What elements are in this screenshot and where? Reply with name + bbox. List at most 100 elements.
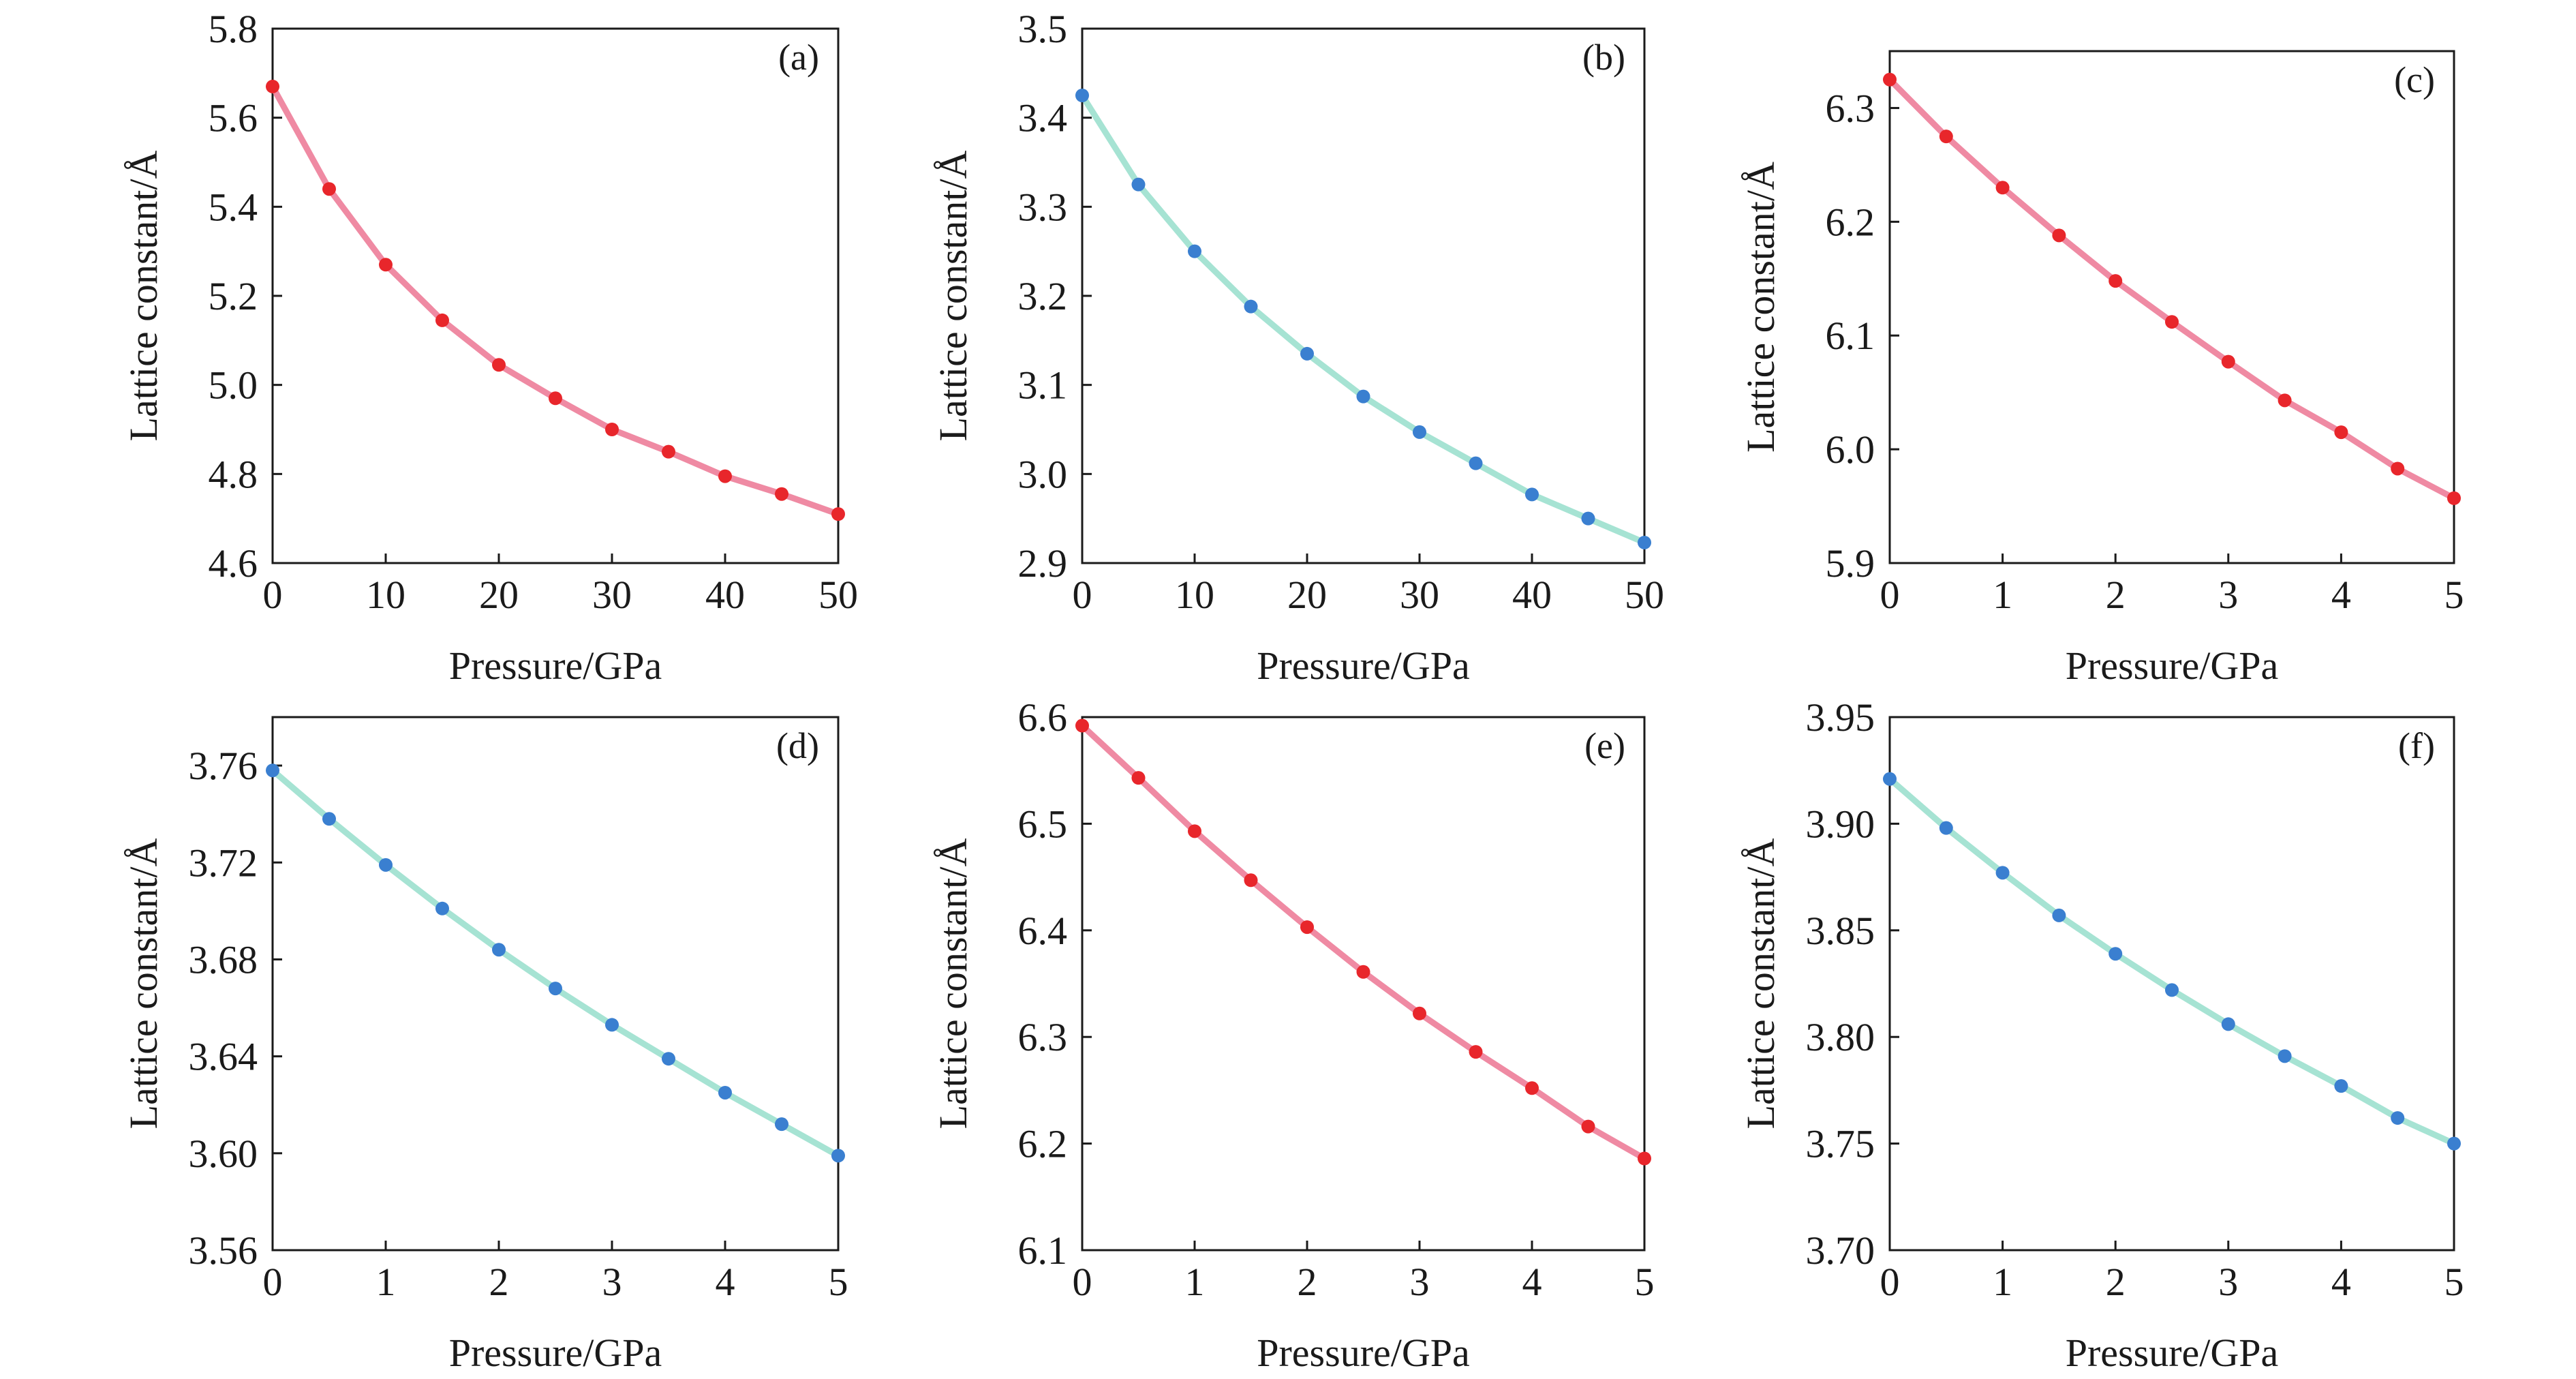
data-point: [718, 1085, 732, 1100]
x-tick-label: 4: [716, 1260, 735, 1304]
data-point: [662, 1052, 675, 1066]
x-tick-label: 4: [2331, 1260, 2351, 1304]
x-axis-title: Pressure/GPa: [1257, 643, 1470, 688]
data-point: [2052, 228, 2066, 243]
y-tick-label: 3.75: [1806, 1122, 1875, 1166]
data-point: [1638, 1151, 1651, 1166]
x-tick-label: 1: [1185, 1260, 1205, 1304]
chart-panel-1: 0 10 20 30 40 50 4.6 4.8 5.0 5.2 5.4 5.6 5.8 Pressure…: [121, 7, 858, 688]
data-point: [1525, 487, 1539, 502]
x-tick-label: 3: [1410, 1260, 1430, 1304]
data-point: [1939, 821, 1953, 835]
plot-frame: [271, 716, 840, 1252]
x-tick-label: 0: [1073, 1260, 1092, 1304]
x-tick-label: 2: [489, 1260, 509, 1304]
x-tick-label: 0: [1073, 573, 1092, 617]
chart-panel-5: 0 1 2 3 4 5 6.1 6.2 6.3 6.4 6.5 6.6 Pressure/GPa Latt…: [931, 695, 1655, 1375]
data-point: [1188, 244, 1201, 258]
plot-frame: [1888, 716, 2455, 1252]
data-point: [1413, 1006, 1426, 1020]
x-tick-label: 50: [818, 573, 858, 617]
data-point: [1883, 72, 1897, 87]
y-tick-label: 3.4: [1018, 96, 1068, 140]
data-point: [2221, 1017, 2235, 1031]
y-tick-label: 3.95: [1806, 695, 1875, 740]
y-tick-label: 6.5: [1018, 802, 1068, 846]
series-line: [269, 83, 842, 517]
chart-panel-6: 0 1 2 3 4 5 3.70 3.75 3.80 3.85 3.90 3.95 Pressure/G…: [1738, 695, 2464, 1375]
x-axis-title: Pressure/GPa: [449, 1331, 662, 1375]
y-tick-label: 5.6: [209, 96, 258, 140]
data-point: [1525, 1081, 1539, 1095]
data-point: [831, 507, 845, 521]
data-point: [1469, 1045, 1483, 1059]
data-point: [1995, 181, 2010, 195]
y-tick-label: 5.4: [209, 185, 258, 229]
data-point: [1638, 535, 1651, 549]
data-point: [1356, 389, 1370, 404]
data-point: [266, 79, 279, 93]
x-tick-label: 2: [2106, 1260, 2126, 1304]
data-point: [1244, 873, 1258, 888]
data-point: [2278, 393, 2292, 408]
data-point: [1883, 772, 1897, 786]
panel-label: (a): [778, 37, 819, 78]
data-point: [1300, 920, 1314, 935]
x-tick-label: 3: [2218, 573, 2238, 617]
panel-label: (e): [1584, 725, 1625, 766]
data-point: [435, 313, 449, 327]
x-axis-title: Pressure/GPa: [2066, 1331, 2279, 1375]
plot-frame: [1888, 50, 2455, 564]
panel-label: (f): [2398, 725, 2435, 766]
y-tick-label: 3.0: [1018, 452, 1068, 496]
data-point: [2391, 1111, 2405, 1125]
data-point: [1131, 771, 1146, 785]
x-tick-label: 2: [2106, 573, 2126, 617]
data-point: [2447, 491, 2461, 505]
x-tick-label: 5: [2444, 1260, 2464, 1304]
y-tick-label: 3.64: [189, 1035, 258, 1079]
data-point: [1300, 346, 1314, 361]
data-point: [2447, 1136, 2461, 1151]
data-point: [549, 982, 562, 996]
x-tick-label: 1: [376, 1260, 396, 1304]
y-tick-label: 3.76: [189, 744, 258, 788]
data-point: [2109, 947, 2123, 961]
data-point: [1244, 299, 1258, 314]
panel-label: (c): [2394, 59, 2435, 100]
data-point: [2391, 461, 2405, 476]
data-point: [2278, 1049, 2292, 1063]
y-tick-label: 3.68: [189, 937, 258, 982]
y-tick-label: 6.3: [1018, 1015, 1068, 1059]
data-point: [379, 258, 393, 272]
y-axis-title: Lattice constant/Å: [121, 838, 166, 1129]
y-tick-label: 2.9: [1018, 541, 1068, 586]
y-tick-label: 4.8: [209, 452, 258, 496]
y-axis-title: Lattice constant/Å: [931, 838, 975, 1129]
data-point: [1188, 824, 1201, 838]
data-point: [1356, 965, 1370, 979]
data-point: [1939, 130, 1953, 144]
data-point: [1413, 425, 1426, 439]
data-point: [1581, 1119, 1595, 1134]
y-tick-label: 3.72: [189, 840, 258, 885]
y-axis-title: Lattice constant/Å: [1738, 838, 1783, 1129]
y-axis-title: Lattice constant/Å: [931, 150, 975, 441]
data-point: [492, 358, 506, 372]
data-point: [322, 812, 336, 826]
x-tick-label: 5: [829, 1260, 848, 1304]
x-tick-label: 10: [1175, 573, 1214, 617]
y-axis-title: Lattice constant/Å: [1738, 162, 1783, 453]
panel-label: (b): [1582, 37, 1625, 78]
y-tick-label: 6.2: [1018, 1122, 1068, 1166]
data-point: [1131, 177, 1146, 192]
x-tick-label: 0: [1880, 1260, 1900, 1304]
x-tick-label: 30: [592, 573, 632, 617]
plot-frame: [1081, 716, 1646, 1252]
data-point: [266, 763, 279, 778]
series-line: [1079, 92, 1648, 546]
x-tick-label: 0: [263, 1260, 283, 1304]
y-tick-label: 4.6: [209, 541, 258, 586]
y-tick-label: 5.9: [1826, 541, 1875, 586]
